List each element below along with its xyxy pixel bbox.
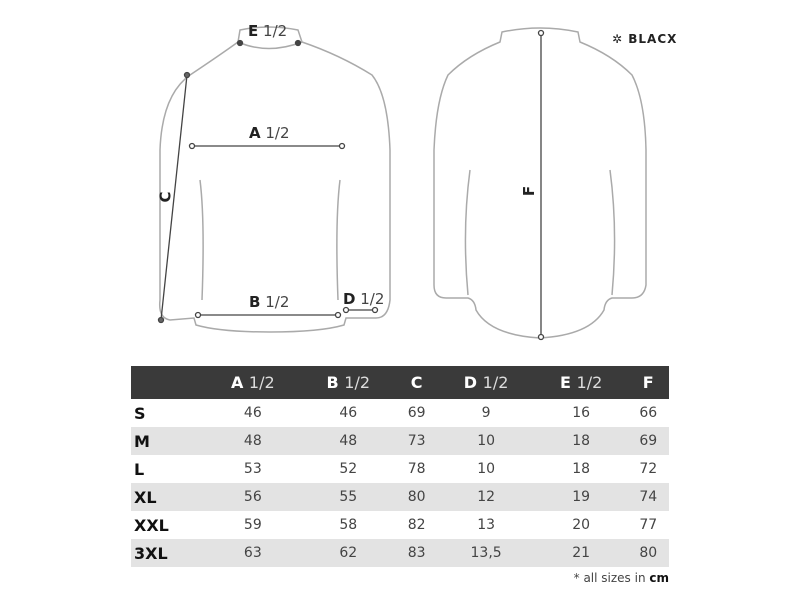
header-size (131, 366, 205, 399)
label-b-letter: B (249, 293, 261, 311)
size-label: XL (134, 487, 157, 507)
cell-value: 77 (639, 517, 658, 533)
header-suffix: 1/2 (576, 373, 603, 392)
header-suffix: 1/2 (482, 373, 509, 392)
cell-value: 58 (339, 517, 358, 533)
cell-value: 80 (407, 489, 426, 505)
label-d-letter: D (343, 290, 356, 308)
size-label: L (134, 459, 145, 479)
cell-value: 10 (477, 433, 496, 449)
label-e-letter: E (248, 22, 259, 40)
cell-value: 16 (572, 405, 591, 421)
header-col: B 1/2 (301, 366, 396, 399)
cell-value: 74 (639, 489, 658, 505)
brand-name: BLACX (628, 32, 678, 46)
cell-value: 19 (572, 489, 591, 505)
size-table: A 1/2 B 1/2 C D 1/2 E 1/2 F S 46 46 69 9 16 66 M 48 4… (131, 366, 669, 567)
label-e-suffix: 1/2 (263, 22, 288, 40)
label-a-letter: A (249, 124, 261, 142)
label-d: D 1/2 (343, 290, 384, 308)
cell-value: 13,5 (470, 545, 502, 561)
label-e: E 1/2 (248, 22, 287, 40)
cell-value: 73 (407, 433, 426, 449)
cell-value: 46 (339, 405, 358, 421)
table-row: M 48 48 73 10 18 69 (131, 427, 669, 455)
header-letter: F (642, 373, 654, 392)
label-a: A 1/2 (249, 124, 290, 142)
cell-value: 46 (243, 405, 262, 421)
cell-value: 69 (407, 405, 426, 421)
cell-value: 80 (639, 545, 658, 561)
label-c-letter: C (156, 191, 175, 203)
header-col: C (396, 366, 437, 399)
cell-value: 83 (407, 545, 426, 561)
cell-value: 21 (572, 545, 591, 561)
cell-value: 18 (572, 433, 591, 449)
footnote-text: * all sizes in (573, 571, 650, 585)
brand-logo: ✲ BLACX (612, 32, 678, 46)
header-letter: C (410, 373, 423, 392)
label-a-suffix: 1/2 (265, 124, 290, 142)
cell-value: 52 (339, 461, 358, 477)
cell-value: 9 (481, 405, 491, 421)
cell-value: 55 (339, 489, 358, 505)
cell-value: 53 (243, 461, 262, 477)
header-suffix: 1/2 (344, 373, 371, 392)
header-col: E 1/2 (535, 366, 628, 399)
header-col: A 1/2 (205, 366, 301, 399)
cell-value: 82 (407, 517, 426, 533)
table-row: XL 56 55 80 12 19 74 (131, 483, 669, 511)
label-f-letter: F (520, 185, 539, 197)
label-d-suffix: 1/2 (360, 290, 385, 308)
cell-value: 63 (243, 545, 262, 561)
header-col: D 1/2 (437, 366, 535, 399)
label-c: C (157, 191, 175, 202)
cell-value: 48 (339, 433, 358, 449)
header-col: F (627, 366, 669, 399)
cell-value: 48 (243, 433, 262, 449)
header-letter: D (463, 373, 478, 392)
cell-value: 62 (339, 545, 358, 561)
label-b: B 1/2 (249, 293, 289, 311)
size-label: M (134, 431, 150, 451)
size-label: S (134, 403, 146, 423)
header-letter: A (230, 373, 244, 392)
cell-value: 72 (639, 461, 658, 477)
size-label: XXL (134, 515, 169, 535)
cell-value: 20 (572, 517, 591, 533)
header-letter: B (326, 373, 339, 392)
table-header: A 1/2 B 1/2 C D 1/2 E 1/2 F (131, 366, 669, 399)
cell-value: 13 (477, 517, 496, 533)
header-letter: E (560, 373, 571, 392)
table-row: 3XL 63 62 83 13,5 21 80 (131, 539, 669, 567)
label-f: F (520, 186, 538, 196)
footnote: * all sizes in cm (574, 571, 669, 585)
cell-value: 12 (477, 489, 496, 505)
back-jacket-outline (433, 27, 647, 339)
jacket-diagram (157, 26, 647, 341)
front-jacket-outline (158, 26, 391, 333)
cell-value: 59 (243, 517, 262, 533)
cell-value: 69 (639, 433, 658, 449)
cell-value: 10 (477, 461, 496, 477)
header-suffix: 1/2 (248, 373, 275, 392)
cell-value: 56 (243, 489, 262, 505)
footnote-unit: cm (649, 571, 669, 585)
label-b-suffix: 1/2 (265, 293, 290, 311)
cell-value: 78 (407, 461, 426, 477)
cell-value: 66 (639, 405, 658, 421)
size-label: 3XL (134, 543, 168, 563)
table-row: S 46 46 69 9 16 66 (131, 399, 669, 427)
table-row: L 53 52 78 10 18 72 (131, 455, 669, 483)
cell-value: 18 (572, 461, 591, 477)
table-row: XXL 59 58 82 13 20 77 (131, 511, 669, 539)
